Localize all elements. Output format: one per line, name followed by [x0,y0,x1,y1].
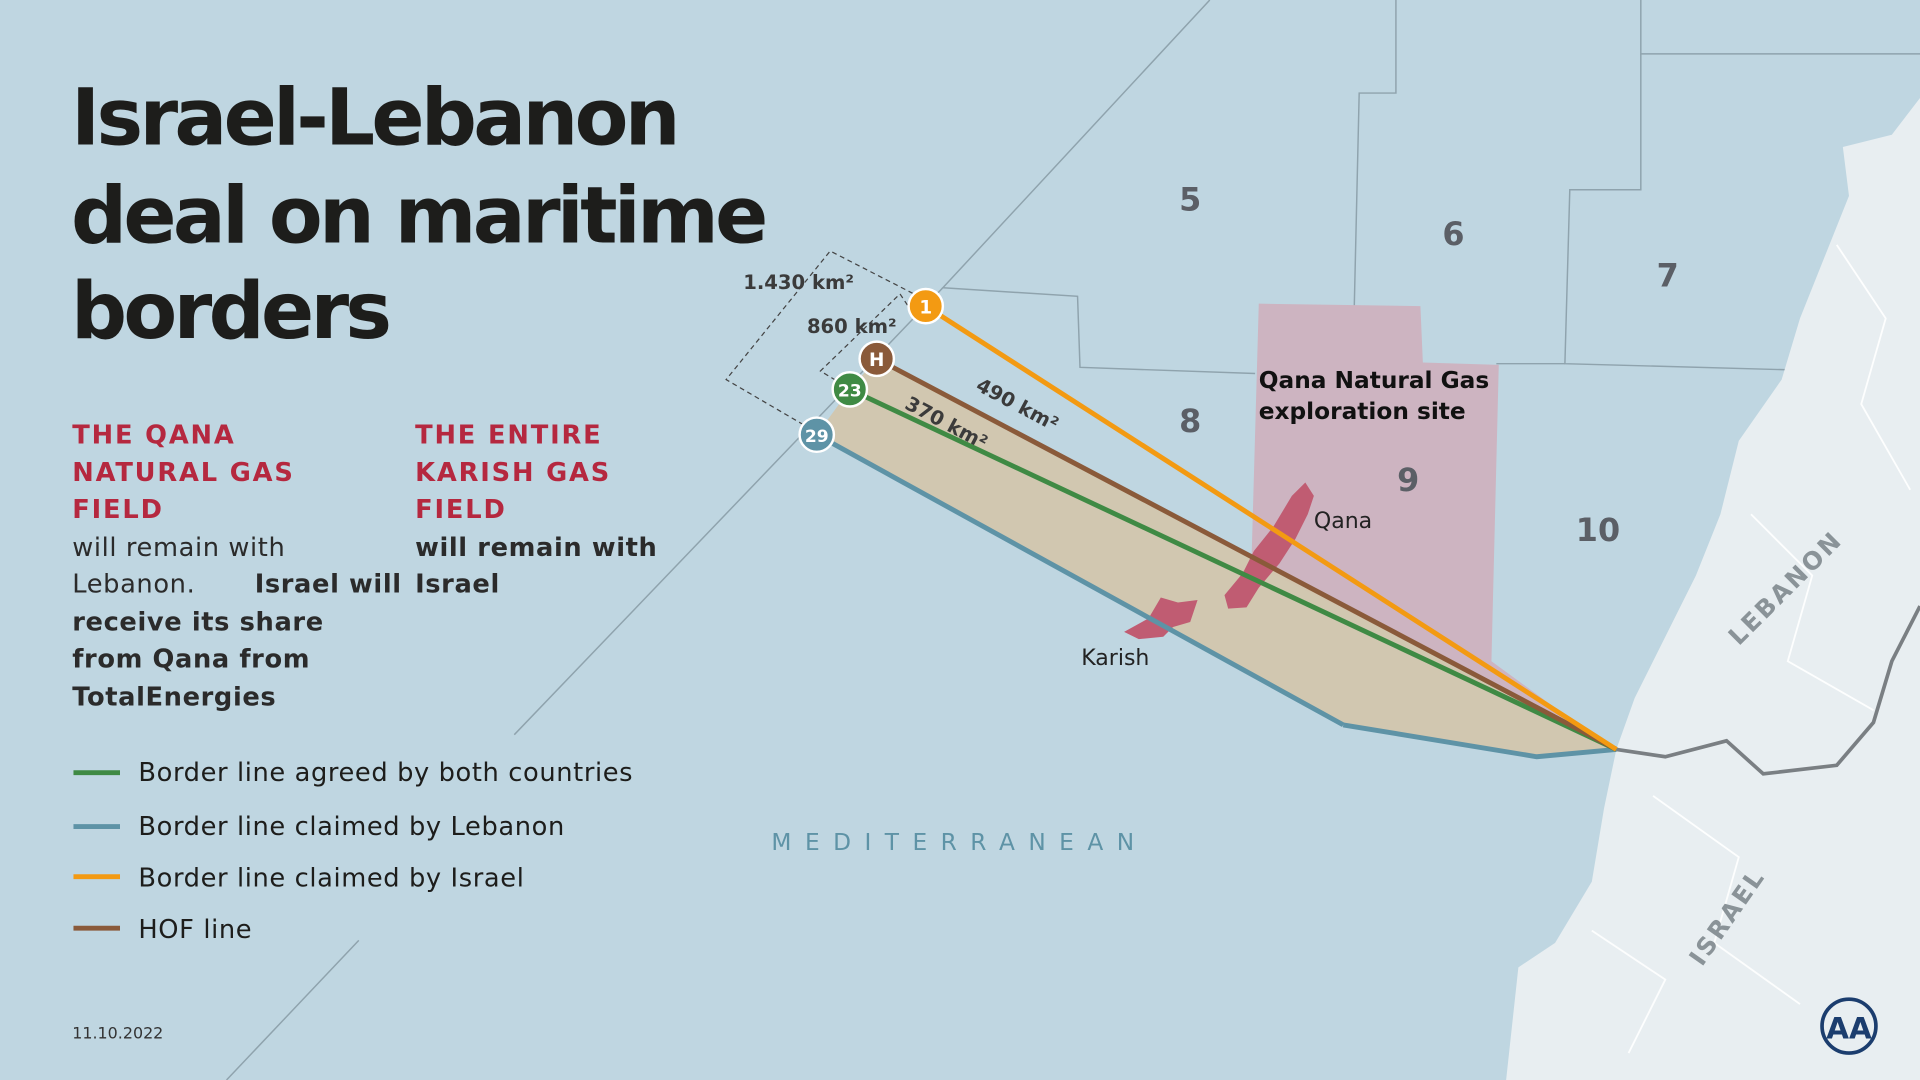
note-heading: THE ENTIRE [415,420,602,450]
point-1: 1 [907,287,945,325]
note-text: receive its share [72,608,324,638]
legend-label: Border line claimed by Israel [138,864,524,894]
legend-label: Border line agreed by both countries [138,758,633,788]
exploration-site-label: Qana Natural Gas [1259,367,1489,394]
point-29: 29 [798,416,836,454]
block-8: 8 [1179,402,1201,440]
note-heading: NATURAL GAS [72,458,295,488]
point-label: H [869,350,884,371]
note-text: from Qana from [72,644,310,674]
qana-exploration-site [1251,303,1592,735]
legend-label: Border line claimed by Lebanon [138,812,565,842]
note-heading: THE QANA [72,420,235,450]
note-text: Israel will [255,570,402,600]
point-label: 23 [838,382,862,402]
aa-logo: AA [1820,997,1878,1055]
note-text: Lebanon. [72,570,195,600]
block-5: 5 [1179,181,1201,219]
page-title-line: deal on maritime [71,170,765,261]
line-claimed-lebanon [815,432,1345,728]
legend: Border line agreed by both countries Bor… [73,758,633,945]
exploration-site-label: exploration site [1259,398,1466,425]
note-text: TotalEnergies [72,682,276,712]
area-brackets [725,250,929,432]
block-9: 9 [1397,461,1419,499]
line-claimed-lebanon-2 [1342,722,1617,760]
area-label-860: 860 km² [807,315,897,338]
point-23: 23 [831,371,869,408]
land-lebanon-israel [1506,97,1920,1080]
line-claimed-israel [924,304,1618,752]
qana-label: Qana [1314,509,1372,534]
note-heading: KARISH GAS [415,458,611,488]
note-heading: FIELD [415,495,507,525]
page-title-line: borders [71,266,388,357]
date: 11.10.2022 [72,1023,163,1042]
block-10: 10 [1576,511,1620,549]
point-h: H [858,340,896,378]
logo-text: AA [1826,1011,1872,1045]
karish-label: Karish [1081,646,1149,671]
block-6: 6 [1442,215,1464,253]
block-7: 7 [1657,257,1679,295]
roads [1591,244,1912,1054]
note-text: will remain with [72,533,285,563]
karish-field [1124,597,1198,640]
note-text: will remain with [415,533,657,563]
page-title-line: Israel-Lebanon [71,72,677,163]
note-heading: FIELD [72,495,164,525]
line-agreed [848,387,1618,752]
area-label-1430: 1.430 km² [743,271,854,294]
sea-label: MEDITERRANEAN [771,829,1147,856]
qana-note: THE QANA NATURAL GAS FIELD will remain w… [72,420,401,712]
point-label: 29 [805,427,829,447]
line-hof [875,356,1618,752]
note-text: Israel [415,570,500,600]
legend-label: HOF line [138,915,252,945]
point-label: 1 [919,297,932,318]
border-land [1616,605,1920,776]
karish-note: THE ENTIRE KARISH GAS FIELD will remain … [415,420,657,599]
